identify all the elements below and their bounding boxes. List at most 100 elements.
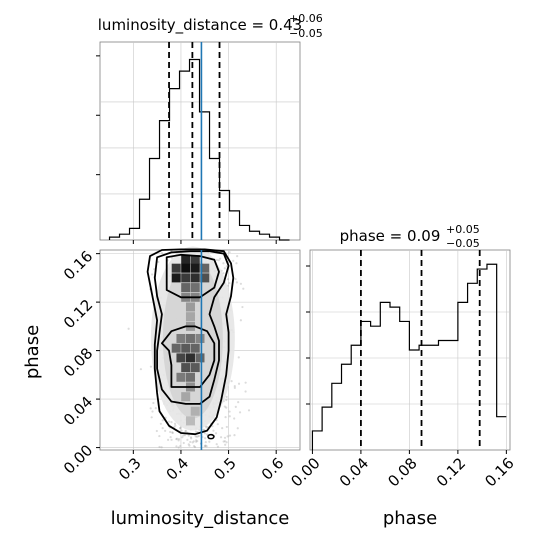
phase-hist-xtick-label: 0.04 <box>336 454 372 490</box>
joint-sample-point <box>170 421 173 424</box>
joint-sample-point <box>161 419 164 422</box>
phase-hist-xtick-label: 0.08 <box>384 454 420 490</box>
phase-hist-bin <box>429 345 439 450</box>
joint-sample-point <box>182 434 185 437</box>
joint-sample-point <box>222 262 225 265</box>
joint-sample-point <box>236 255 239 258</box>
joint-density-cell <box>185 302 195 312</box>
joint-density-cell <box>181 283 191 293</box>
joint-sample-point <box>169 436 172 439</box>
joint-sample-point <box>226 278 229 281</box>
joint-sample-point <box>190 437 193 440</box>
joint-sample-point <box>204 440 207 444</box>
joint-sample-point <box>183 434 186 437</box>
lumdist-hist-bin <box>230 211 240 240</box>
joint-sample-point <box>219 436 223 439</box>
joint-ytick-label: 0.16 <box>60 247 96 283</box>
joint-density-cell <box>185 372 195 382</box>
joint-sample-point <box>157 260 160 264</box>
lumdist-hist-bin <box>240 225 250 240</box>
joint-sample-point <box>160 446 163 449</box>
joint-sample-point <box>241 305 244 309</box>
luminosity-distance-title-lower-error: −0.05 <box>289 27 323 40</box>
joint-density-cell <box>181 273 191 283</box>
phase-hist-xtick-label: 0.16 <box>481 454 517 490</box>
joint-sample-point <box>223 405 227 408</box>
joint-sample-point <box>224 416 227 419</box>
joint-sample-point <box>234 277 237 281</box>
joint-sample-point <box>158 445 161 449</box>
joint-sample-point <box>127 327 130 330</box>
joint-sample-point <box>192 445 196 448</box>
joint-sample-point <box>239 282 242 285</box>
joint-density-cell <box>181 392 191 402</box>
joint-xtick-label: 0.4 <box>163 454 193 484</box>
joint-density-cell <box>200 263 210 273</box>
joint-density-cell <box>190 263 200 273</box>
joint-sample-point <box>205 433 209 436</box>
joint-sample-point <box>239 319 242 322</box>
joint-density-cell <box>195 333 205 343</box>
joint-sample-point <box>228 410 231 413</box>
joint-sample-point <box>194 435 197 438</box>
joint-sample-point <box>139 368 143 371</box>
joint-sample-point <box>237 382 241 385</box>
joint-sample-point <box>228 281 231 285</box>
phase-x-axis-label: phase <box>383 508 437 529</box>
joint-sample-point <box>154 407 157 410</box>
joint-sample-point <box>191 441 194 444</box>
joint-density-cell <box>190 343 200 353</box>
joint-density-cell <box>176 353 186 363</box>
joint-sample-point <box>149 407 152 410</box>
joint-sample-point <box>232 259 235 262</box>
luminosity-distance-title: luminosity_distance = 0.43 <box>98 16 302 35</box>
joint-sample-point <box>149 365 153 368</box>
joint-sample-point <box>235 281 239 284</box>
joint-ytick-label: 0.00 <box>60 441 96 477</box>
phase-hist-bin <box>390 307 400 450</box>
joint-sample-point <box>194 430 198 433</box>
joint-sample-point <box>171 431 174 434</box>
phase-hist-bin <box>487 264 497 450</box>
joint-xtick-label: 0.3 <box>115 454 145 484</box>
joint-sample-point <box>187 443 190 446</box>
lumdist-hist-bin <box>250 231 260 240</box>
joint-sample-point <box>244 381 247 384</box>
phase-hist-bin <box>409 350 419 450</box>
joint-density-cell <box>200 273 210 283</box>
joint-sample-point <box>152 401 155 405</box>
joint-sample-point <box>177 446 180 449</box>
joint-sample-point <box>197 434 201 438</box>
joint-sample-point <box>233 417 236 420</box>
phase-hist-bin <box>361 321 371 450</box>
joint-sample-point <box>175 438 178 441</box>
lumdist-hist-bin <box>170 89 180 240</box>
joint-sample-point <box>247 409 251 412</box>
joint-density-cell <box>171 263 181 273</box>
joint-sample-point <box>228 415 231 418</box>
joint-sample-point <box>177 439 180 442</box>
phase-hist-bin <box>458 302 468 450</box>
joint-density-cell <box>195 353 205 363</box>
joint-sample-point <box>175 437 179 440</box>
joint-sample-point <box>189 440 192 444</box>
joint-sample-point <box>158 434 161 438</box>
joint-sample-point <box>221 427 224 430</box>
joint-density-cell <box>171 343 181 353</box>
joint-sample-point <box>159 422 162 425</box>
joint-sample-point <box>174 424 177 427</box>
joint-sample-point <box>153 268 156 271</box>
joint-sample-point <box>204 444 207 448</box>
luminosity-distance-histogram-panel <box>96 41 301 244</box>
joint-sample-point <box>228 434 232 437</box>
joint-sample-point <box>215 443 218 446</box>
phase-hist-bin <box>322 407 332 450</box>
joint-sample-point <box>237 401 240 404</box>
phase-hist-step-line <box>311 263 507 450</box>
joint-sample-point <box>237 356 240 359</box>
joint-density-cell <box>181 343 191 353</box>
lumdist-hist-bin <box>140 199 150 240</box>
joint-contour-1 <box>165 253 220 299</box>
joint-sample-point <box>208 440 211 443</box>
joint-density-cell <box>190 283 200 293</box>
